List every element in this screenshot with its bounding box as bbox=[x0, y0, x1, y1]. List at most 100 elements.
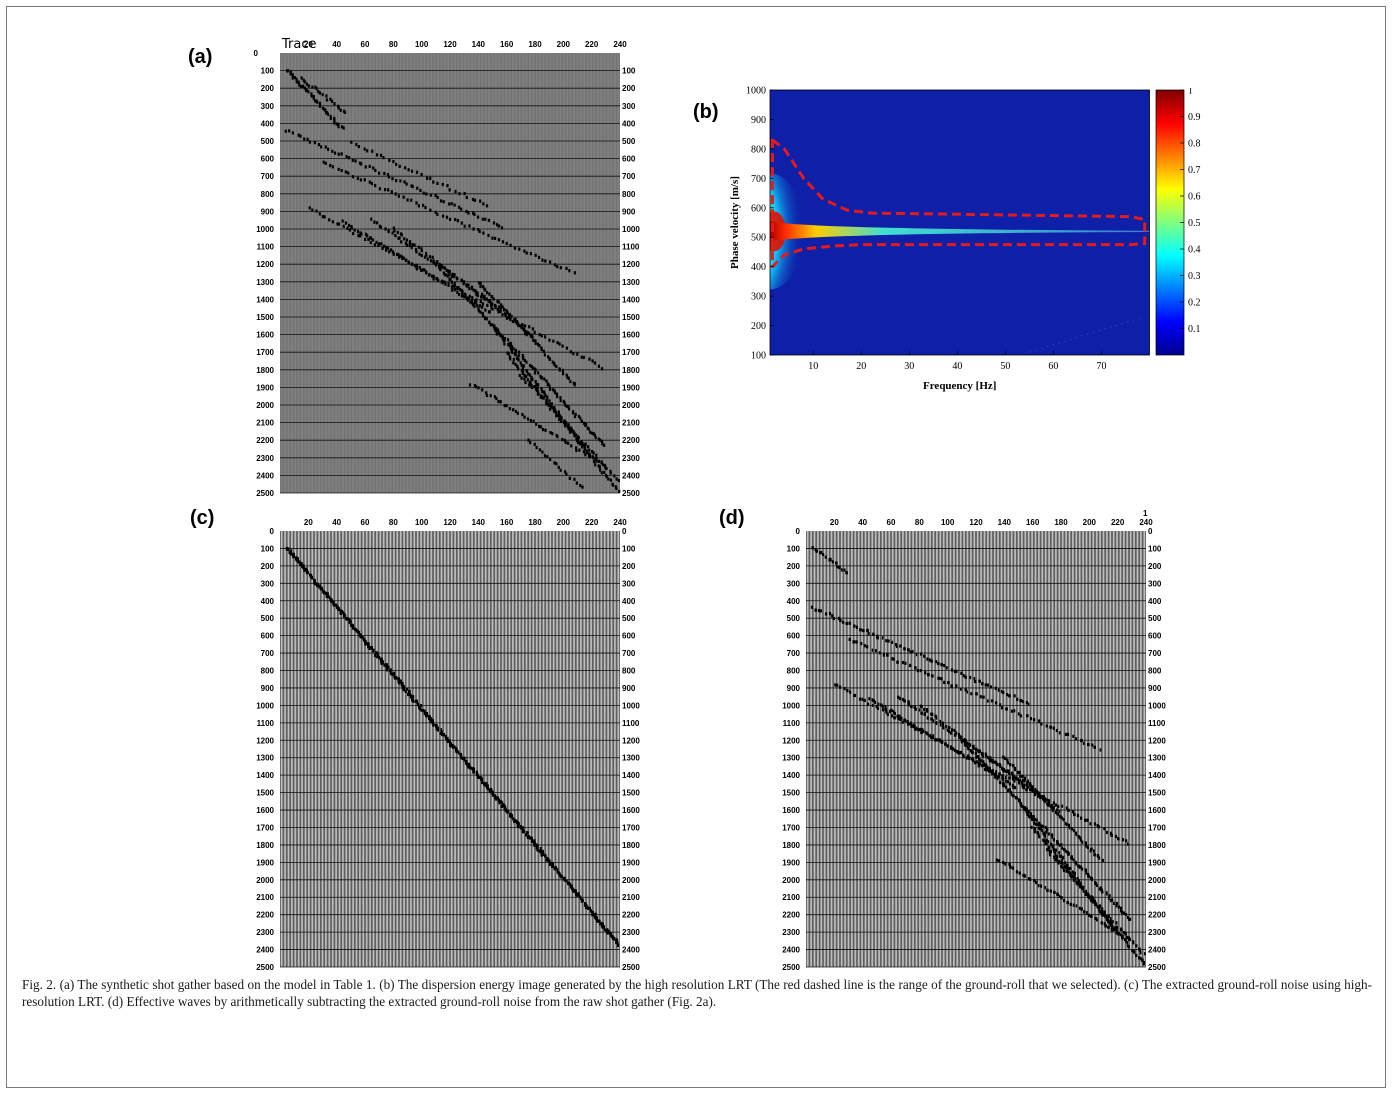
y-tick-label-right: 1100 bbox=[1148, 719, 1166, 728]
y-tick-label-left: 1300 bbox=[782, 754, 800, 763]
y-tick-label-left: 300 bbox=[261, 579, 275, 588]
y-tick-label-left: 900 bbox=[261, 684, 275, 693]
energy-ridge bbox=[770, 221, 1150, 242]
colorbar-tick-label: 0.8 bbox=[1188, 139, 1201, 150]
x-tick-label: 180 bbox=[528, 518, 542, 527]
x-tick-label: 60 bbox=[361, 518, 370, 527]
y-tick-label-left: 900 bbox=[261, 207, 275, 216]
y-tick-label-right: 2400 bbox=[1148, 946, 1166, 955]
y-tick-label-left: 1900 bbox=[256, 858, 274, 867]
y-tick-label: 200 bbox=[751, 321, 766, 332]
shot-gather-c: 20 40 60 80 100 120 140 160 180 200 220 240 0 0 100 100… bbox=[236, 518, 664, 975]
x-corner-label: 1 bbox=[1143, 509, 1148, 518]
x-tick-label: 80 bbox=[389, 40, 398, 49]
y-tick-label-right: 1100 bbox=[622, 243, 640, 252]
y-tick-label-right: 300 bbox=[622, 579, 636, 588]
y-tick-label-left: 1400 bbox=[256, 771, 274, 780]
y-tick-label-right: 600 bbox=[622, 155, 636, 164]
colorbar-tick-label: 0.5 bbox=[1188, 218, 1201, 229]
y-tick-label-right: 1200 bbox=[622, 736, 640, 745]
y-tick-label-right: 2100 bbox=[622, 893, 640, 902]
y-tick-label-left: 2000 bbox=[782, 876, 800, 885]
x-tick-label: 80 bbox=[389, 518, 398, 527]
y-tick-label-left: 2400 bbox=[782, 946, 800, 955]
y-tick-label-left: 400 bbox=[261, 119, 275, 128]
y-tick-label-right: 2100 bbox=[622, 419, 640, 428]
y-tick-label-right: 100 bbox=[622, 544, 636, 553]
y-tick-label-left: 1100 bbox=[257, 719, 275, 728]
y-tick-label-left: 1300 bbox=[256, 278, 274, 287]
colorbar-tick-label: 0.4 bbox=[1188, 245, 1201, 256]
y-tick-label-right: 1200 bbox=[622, 260, 640, 269]
y-axis-label: Phase velocity [m/s] bbox=[729, 176, 741, 269]
colorbar-tick-label: 1 bbox=[1188, 88, 1193, 97]
x-tick-label: 220 bbox=[585, 518, 599, 527]
y-tick-label-left: 2500 bbox=[256, 963, 274, 972]
panel-label-a: (a) bbox=[188, 46, 213, 68]
x-axis-ticks: 20 40 60 80 100 120 140 160 180 200 220 240 bbox=[304, 40, 627, 49]
y-tick-label-left: 100 bbox=[261, 67, 275, 76]
y-tick-label-right: 1700 bbox=[622, 823, 640, 832]
y-tick-label-right: 1300 bbox=[1148, 754, 1166, 763]
y-tick-label: 500 bbox=[751, 233, 766, 244]
x-tick-label: 180 bbox=[1054, 518, 1068, 527]
y-tick-label-right: 1000 bbox=[1148, 701, 1166, 710]
x-tick-label: 160 bbox=[500, 518, 514, 527]
y-tick-label-right: 900 bbox=[622, 207, 636, 216]
gather-content: 20 40 60 80 100 120 140 160 180 200 220 240Trace010… bbox=[254, 37, 641, 498]
timing-lines bbox=[280, 70, 620, 494]
y-tick-label-right: 100 bbox=[622, 67, 636, 76]
y-tick-label-right: 500 bbox=[622, 137, 636, 146]
y-tick-label-right: 1400 bbox=[622, 771, 640, 780]
y-tick-label-right: 700 bbox=[622, 172, 636, 181]
colorbar-tick-label: 0.3 bbox=[1188, 271, 1201, 282]
y-tick-label-right: 800 bbox=[622, 667, 636, 676]
y-tick-label-right: 2200 bbox=[622, 911, 640, 920]
y-tick-label-right: 100 bbox=[1148, 544, 1162, 553]
y-tick-label-right: 700 bbox=[1148, 649, 1162, 658]
y-tick-label-right: 800 bbox=[1148, 667, 1162, 676]
x-tick-label: 200 bbox=[557, 518, 571, 527]
y-tick-label-right: 700 bbox=[622, 649, 636, 658]
y-tick-label-right: 2500 bbox=[1148, 963, 1166, 972]
y-tick-label-right: 200 bbox=[622, 562, 636, 571]
y-tick-label-left: 800 bbox=[261, 667, 275, 676]
y-tick-label-right: 1400 bbox=[1148, 771, 1166, 780]
y-tick-label: 700 bbox=[751, 174, 766, 185]
heatmap-energy bbox=[770, 173, 1150, 353]
x-tick-label: 70 bbox=[1096, 361, 1106, 372]
y-tick-label-left: 2200 bbox=[256, 436, 274, 445]
y-tick-label-right: 1900 bbox=[1148, 858, 1166, 867]
y-axis-ticks: 0 0 100 100 200 200 300 300 400 400 500 500 600 600 70… bbox=[782, 527, 1166, 972]
dispersion-plot-area: 10 20 30 40 50 60 70 100 200 300 400 500 600 700 800 90… bbox=[729, 86, 1150, 392]
y-tick-label-left: 1900 bbox=[782, 858, 800, 867]
timing-lines bbox=[280, 548, 620, 968]
y-tick-label-right: 2000 bbox=[1148, 876, 1166, 885]
y-tick-label-left: 0 bbox=[270, 527, 275, 536]
x-tick-label: 50 bbox=[1000, 361, 1010, 372]
figure-caption: Fig. 2. (a) The synthetic shot gather ba… bbox=[22, 977, 1372, 1009]
y-tick-label-left: 1900 bbox=[256, 383, 274, 392]
heatmap-background bbox=[770, 90, 1150, 355]
seismic-events bbox=[284, 69, 621, 494]
y-tick-label-left: 1500 bbox=[256, 789, 274, 798]
y-tick-label-left: 700 bbox=[261, 649, 275, 658]
y-tick-label: 800 bbox=[751, 144, 766, 155]
y-tick-label-left: 600 bbox=[787, 632, 801, 641]
y-tick-label-left: 1200 bbox=[256, 736, 274, 745]
x-tick-label: 120 bbox=[443, 518, 457, 527]
y-tick-label-left: 800 bbox=[787, 667, 801, 676]
y-tick-label-left: 1100 bbox=[783, 719, 801, 728]
x-axis-label: Frequency [Hz] bbox=[923, 380, 996, 392]
y-tick-label-left: 1700 bbox=[256, 348, 274, 357]
timing-lines bbox=[806, 548, 1146, 968]
x-tick-label: 140 bbox=[472, 518, 486, 527]
y-tick-label-left: 2200 bbox=[256, 911, 274, 920]
y-tick-label-left: 2300 bbox=[256, 454, 274, 463]
x-axis-ticks: 20 40 60 80 100 120 140 160 180 200 220 240 bbox=[304, 518, 627, 527]
shot-gather-a-plot: 20 40 60 80 100 120 140 160 180 200 220 240Trace010… bbox=[254, 37, 641, 498]
